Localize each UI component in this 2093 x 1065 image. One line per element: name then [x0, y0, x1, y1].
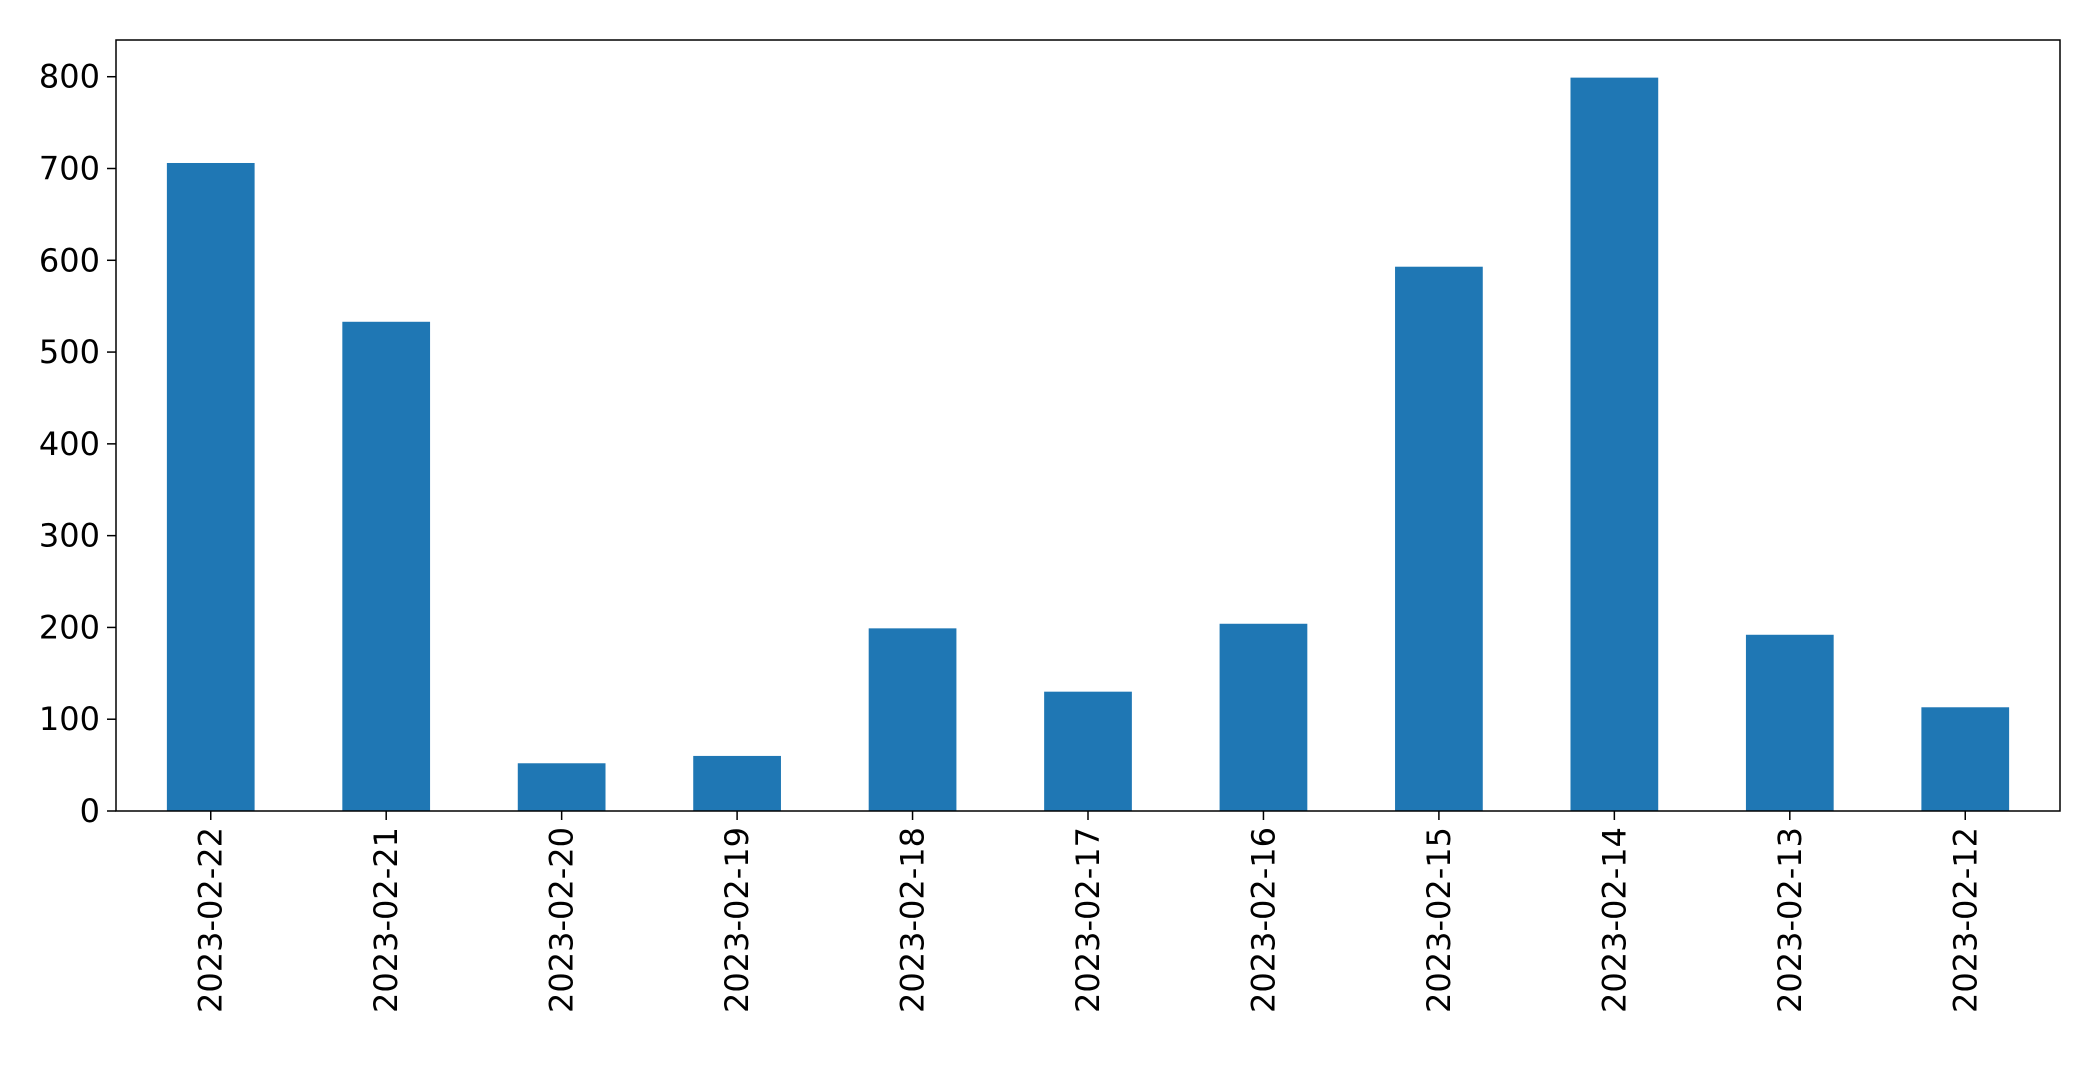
x-tick-label: 2023-02-16: [1244, 827, 1282, 1013]
bar-2023-02-14: [1570, 77, 1659, 811]
x-tick-label: 2023-02-20: [543, 827, 581, 1013]
bar-2023-02-16: [1219, 623, 1308, 811]
bar-2023-02-15: [1395, 266, 1483, 812]
bar-2023-02-17: [1044, 691, 1132, 811]
bar-2023-02-19: [693, 755, 781, 811]
y-tick-label: 0: [80, 792, 100, 830]
y-tick-label: 500: [39, 333, 100, 371]
x-tick-label: 2023-02-14: [1595, 827, 1633, 1013]
bar-2023-02-18: [868, 628, 957, 811]
x-tick-label: 2023-02-17: [1069, 827, 1107, 1013]
y-tick-label: 400: [39, 425, 100, 463]
x-tick-label: 2023-02-18: [894, 827, 932, 1013]
bar-2023-02-21: [342, 321, 431, 811]
x-tick-label: 2023-02-19: [718, 827, 756, 1013]
x-tick-label: 2023-02-13: [1771, 827, 1809, 1013]
x-tick-label: 2023-02-22: [192, 827, 230, 1013]
x-tick-label: 2023-02-21: [367, 827, 405, 1013]
x-tick-label: 2023-02-12: [1946, 827, 1984, 1013]
bar-2023-02-13: [1745, 634, 1834, 811]
bar-2023-02-12: [1921, 707, 2010, 811]
y-axis: 0 100 200 300 400 500 600 700 800: [39, 58, 116, 830]
bars-layer: [166, 77, 2010, 812]
y-tick-label: 600: [39, 241, 100, 279]
y-tick-label: 800: [39, 58, 100, 96]
y-tick-label: 200: [39, 608, 100, 646]
x-axis: 2023-02-22 2023-02-21 2023-02-20 2023-02-19…: [192, 811, 1984, 1013]
x-tick-label: 2023-02-15: [1420, 827, 1458, 1013]
bar-2023-02-22: [166, 162, 255, 812]
y-tick-label: 700: [39, 150, 100, 188]
y-tick-label: 100: [39, 700, 100, 738]
y-tick-label: 300: [39, 517, 100, 555]
bar-2023-02-20: [517, 763, 606, 811]
